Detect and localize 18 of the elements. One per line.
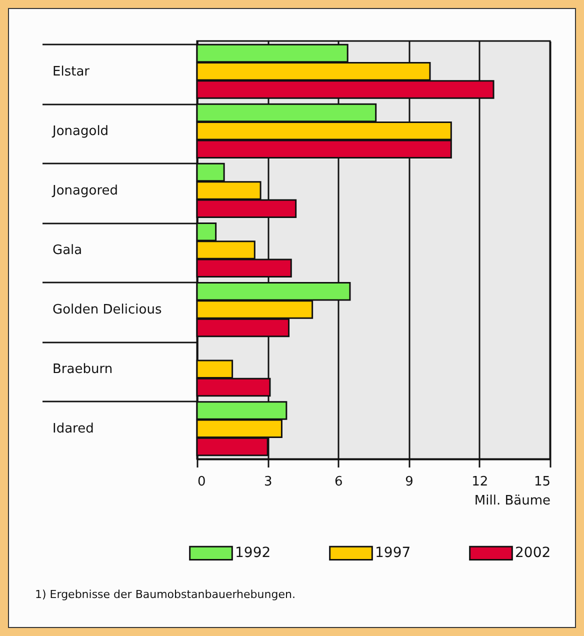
x-tick-label: 0 bbox=[198, 474, 206, 490]
y-tick-label: Jonagold bbox=[52, 124, 109, 139]
y-tick-label: Elstar bbox=[52, 64, 90, 80]
x-tick-label: 9 bbox=[405, 474, 414, 490]
x-tick-label: 3 bbox=[264, 474, 272, 490]
y-tick-label: Jonagored bbox=[52, 183, 118, 198]
legend-label: 2002 bbox=[515, 545, 551, 562]
text: 1) Ergebnisse der Baumobstanbauerhebungen. bbox=[35, 588, 296, 601]
y-tick-label: Braeburn bbox=[52, 362, 113, 378]
legend-label: 1997 bbox=[375, 545, 411, 562]
x-tick-label: 6 bbox=[334, 474, 343, 490]
x-axis-title: Mill. Bäume bbox=[474, 494, 550, 508]
y-tick-label: Gala bbox=[52, 243, 82, 258]
y-tick-label: Golden Delicious bbox=[52, 302, 162, 318]
y-tick-label: Idared bbox=[52, 422, 94, 437]
x-tick-label: 12 bbox=[472, 474, 488, 490]
legend-label: 1992 bbox=[235, 545, 271, 562]
x-tick-label: 15 bbox=[534, 474, 550, 490]
